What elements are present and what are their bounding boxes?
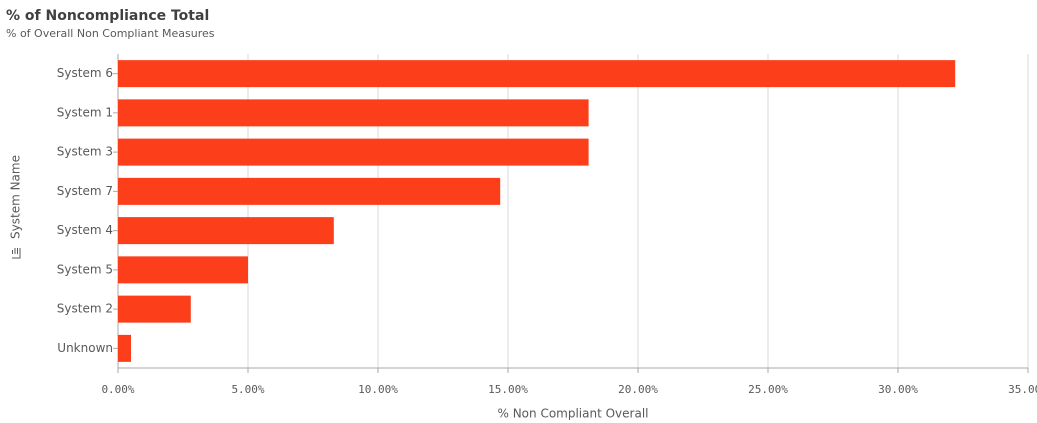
bar [118,256,248,284]
y-tick-label: System 1 [57,105,113,119]
x-tick-label: 5.00% [231,383,264,396]
x-tick-label: 30.00% [878,383,918,396]
chart-title: % of Noncompliance Total [6,8,209,24]
x-axis-title: % Non Compliant Overall [497,407,648,421]
x-tick-label: 10.00% [358,383,398,396]
bar [118,334,131,362]
bar [118,60,956,88]
y-tick-label: System 7 [57,184,113,198]
y-axis-title: System Name [9,155,23,239]
y-tick-label: System 6 [57,66,113,80]
bar [118,99,589,127]
bar [118,217,334,245]
dimension-icon [12,248,21,259]
bar [118,138,589,166]
chart-subtitle: % of Overall Non Compliant Measures [6,27,215,40]
y-tick-label: System 2 [57,302,113,316]
x-tick-label: 35.00% [1008,383,1037,396]
y-tick-label: System 5 [57,262,113,276]
x-tick-label: 25.00% [748,383,788,396]
y-tick-label: Unknown [57,341,113,355]
x-tick-label: 15.00% [488,383,528,396]
bar [118,177,501,205]
x-tick-label: 0.00% [101,383,134,396]
y-tick-label: System 3 [57,145,113,159]
bar [118,295,191,323]
y-tick-label: System 4 [57,223,113,237]
x-tick-label: 20.00% [618,383,658,396]
